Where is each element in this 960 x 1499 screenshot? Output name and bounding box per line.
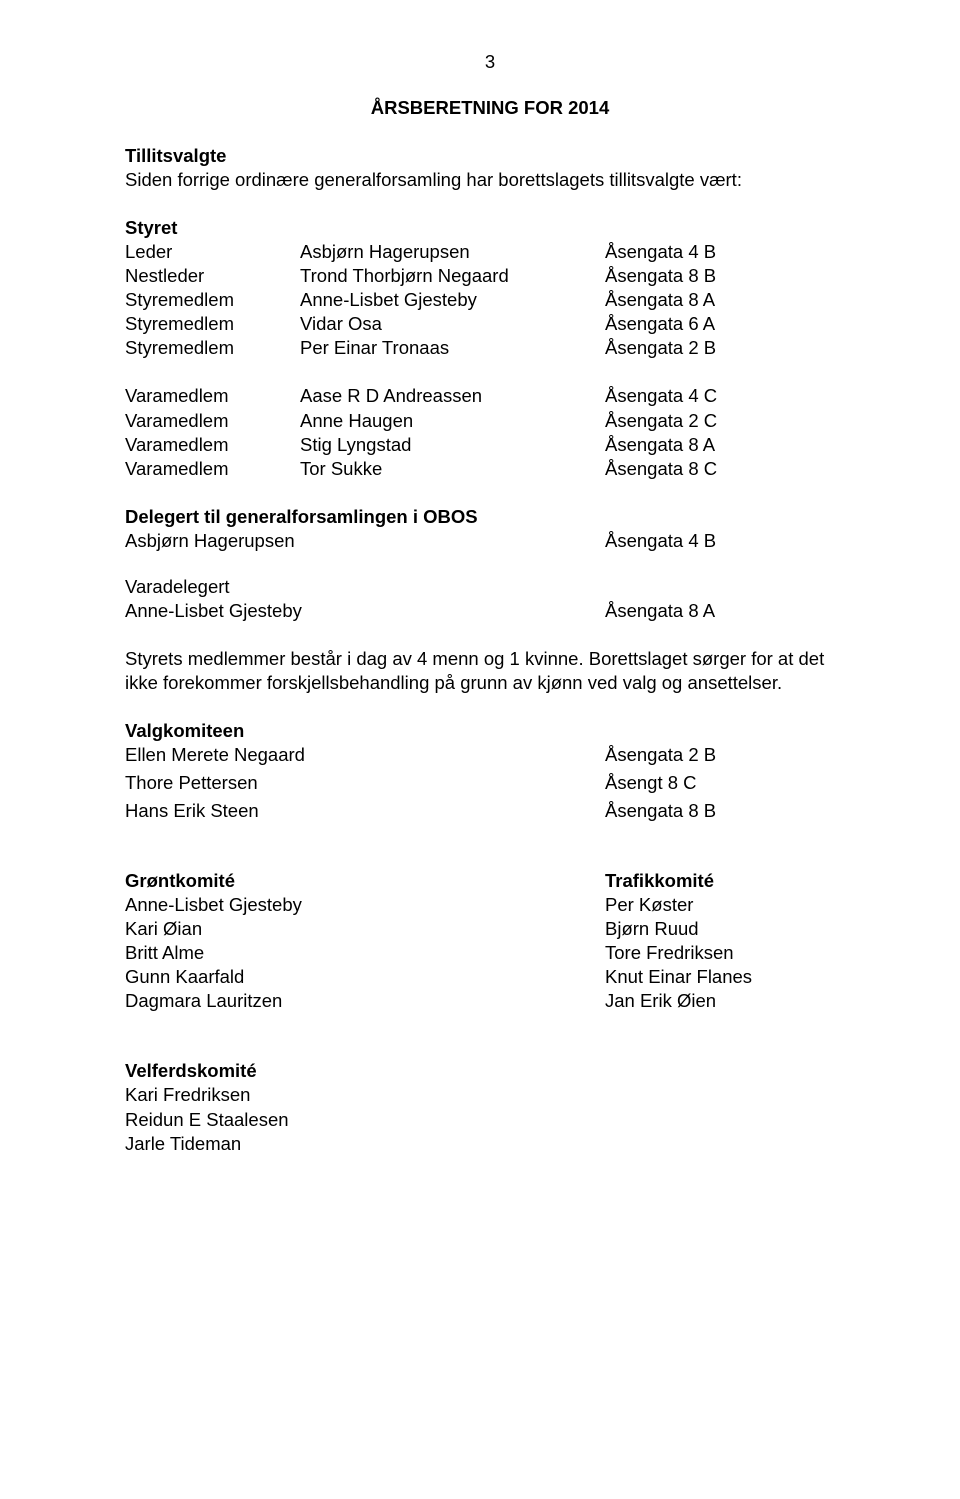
addr: Åsengata 8 A [605,433,855,457]
name: Anne-Lisbet Gjesteby [125,599,605,623]
role: Varamedlem [125,409,300,433]
name: Trond Thorbjørn Negaard [300,264,605,288]
gront-member: Dagmara Lauritzen [125,989,605,1013]
komite-row: Britt Alme Tore Fredriksen [125,941,855,965]
komite-row: Gunn Kaarfald Knut Einar Flanes [125,965,855,989]
delegert-row: Asbjørn Hagerupsen Åsengata 4 B [125,529,855,553]
page-number: 3 [125,50,855,74]
vara-row: Varamedlem Stig Lyngstad Åsengata 8 A [125,433,855,457]
delegert-section: Delegert til generalforsamlingen i OBOS … [125,505,855,623]
gront-heading: Grøntkomité [125,869,605,893]
role: Varamedlem [125,433,300,457]
trafikk-member: Tore Fredriksen [605,941,855,965]
varamedlem-section: Varamedlem Aase R D Andreassen Åsengata … [125,384,855,480]
addr: Åsengata 8 B [605,799,855,823]
komite-row: Kari Øian Bjørn Ruud [125,917,855,941]
komite-headings: Grøntkomité Trafikkomité [125,869,855,893]
valgkomiteen-section: Valgkomiteen Ellen Merete Negaard Åsenga… [125,719,855,823]
page-title: ÅRSBERETNING FOR 2014 [125,96,855,120]
trafikk-member: Jan Erik Øien [605,989,855,1013]
addr: Åsengata 4 B [605,529,855,553]
komite-row: Anne-Lisbet Gjesteby Per Køster [125,893,855,917]
komite-section: Grøntkomité Trafikkomité Anne-Lisbet Gje… [125,869,855,1013]
valg-row: Hans Erik Steen Åsengata 8 B [125,799,855,823]
addr: Åsengata 8 A [605,288,855,312]
komite-row: Dagmara Lauritzen Jan Erik Øien [125,989,855,1013]
gront-member: Gunn Kaarfald [125,965,605,989]
velferd-heading: Velferdskomité [125,1059,855,1083]
delegert-heading: Delegert til generalforsamlingen i OBOS [125,505,855,529]
valg-row: Thore Pettersen Åsengt 8 C [125,771,855,795]
trafikk-member: Bjørn Ruud [605,917,855,941]
name: Hans Erik Steen [125,799,605,823]
styret-heading: Styret [125,216,855,240]
addr: Åsengata 4 B [605,240,855,264]
velferd-section: Velferdskomité Kari Fredriksen Reidun E … [125,1059,855,1155]
vara-row: Varamedlem Anne Haugen Åsengata 2 C [125,409,855,433]
name: Thore Pettersen [125,771,605,795]
role: Leder [125,240,300,264]
gront-member: Anne-Lisbet Gjesteby [125,893,605,917]
name: Per Einar Tronaas [300,336,605,360]
varadelegert-heading: Varadelegert [125,575,855,599]
name: Tor Sukke [300,457,605,481]
role: Nestleder [125,264,300,288]
addr: Åsengata 2 B [605,743,855,767]
name: Anne-Lisbet Gjesteby [300,288,605,312]
vara-row: Varamedlem Aase R D Andreassen Åsengata … [125,384,855,408]
gront-member: Kari Øian [125,917,605,941]
styret-row: Styremedlem Anne-Lisbet Gjesteby Åsengat… [125,288,855,312]
trafikk-heading: Trafikkomité [605,869,855,893]
name: Asbjørn Hagerupsen [300,240,605,264]
addr: Åsengt 8 C [605,771,855,795]
varadelegert-row: Anne-Lisbet Gjesteby Åsengata 8 A [125,599,855,623]
trafikk-member: Per Køster [605,893,855,917]
gront-member: Britt Alme [125,941,605,965]
styrets-note: Styrets medlemmer består i dag av 4 menn… [125,647,855,695]
velferd-member: Kari Fredriksen [125,1083,855,1107]
addr: Åsengata 2 C [605,409,855,433]
valg-row: Ellen Merete Negaard Åsengata 2 B [125,743,855,767]
name: Stig Lyngstad [300,433,605,457]
tillitsvalgte-intro: Siden forrige ordinære generalforsamling… [125,168,855,192]
addr: Åsengata 8 B [605,264,855,288]
role: Styremedlem [125,336,300,360]
addr: Åsengata 8 C [605,457,855,481]
name: Aase R D Andreassen [300,384,605,408]
addr: Åsengata 4 C [605,384,855,408]
velferd-member: Reidun E Staalesen [125,1108,855,1132]
addr: Åsengata 8 A [605,599,855,623]
valgkomiteen-heading: Valgkomiteen [125,719,855,743]
styret-row: Nestleder Trond Thorbjørn Negaard Åsenga… [125,264,855,288]
role: Styremedlem [125,312,300,336]
role: Varamedlem [125,384,300,408]
styret-row: Leder Asbjørn Hagerupsen Åsengata 4 B [125,240,855,264]
role: Varamedlem [125,457,300,481]
name: Vidar Osa [300,312,605,336]
styret-row: Styremedlem Vidar Osa Åsengata 6 A [125,312,855,336]
styret-section: Styret Leder Asbjørn Hagerupsen Åsengata… [125,216,855,360]
tillitsvalgte-section: Tillitsvalgte Siden forrige ordinære gen… [125,144,855,192]
name: Anne Haugen [300,409,605,433]
styret-row: Styremedlem Per Einar Tronaas Åsengata 2… [125,336,855,360]
velferd-member: Jarle Tideman [125,1132,855,1156]
tillitsvalgte-heading: Tillitsvalgte [125,144,855,168]
role: Styremedlem [125,288,300,312]
vara-row: Varamedlem Tor Sukke Åsengata 8 C [125,457,855,481]
name: Asbjørn Hagerupsen [125,529,605,553]
trafikk-member: Knut Einar Flanes [605,965,855,989]
addr: Åsengata 6 A [605,312,855,336]
addr: Åsengata 2 B [605,336,855,360]
name: Ellen Merete Negaard [125,743,605,767]
